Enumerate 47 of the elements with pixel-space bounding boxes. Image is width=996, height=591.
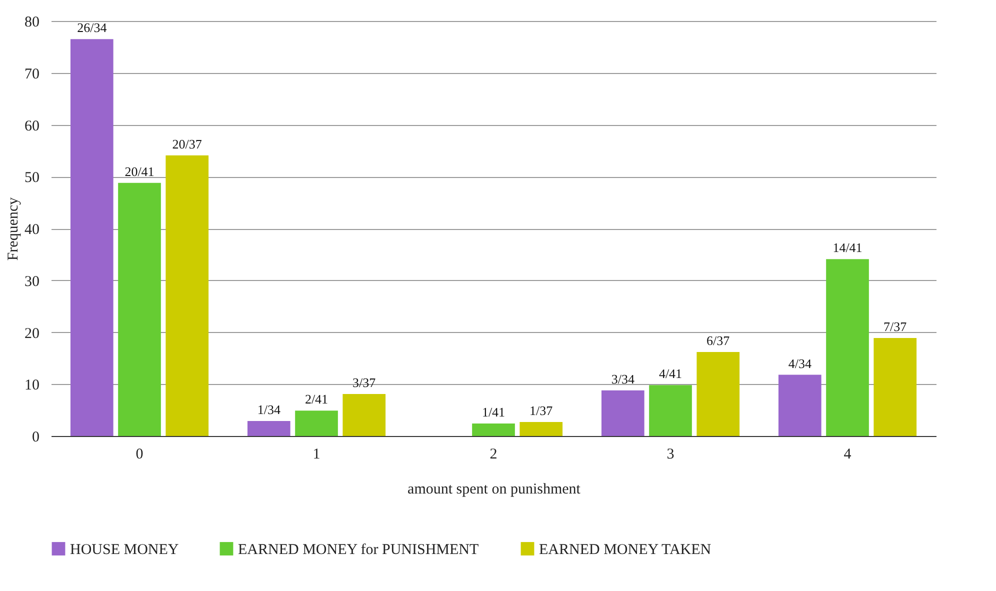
bar	[70, 39, 114, 436]
bar	[247, 420, 290, 436]
x-tick-label: 0	[136, 446, 144, 462]
x-axis-title: amount spent on punishment	[408, 482, 582, 498]
data-label: 6/37	[706, 332, 730, 348]
y-tick-label: 70	[24, 66, 40, 82]
y-tick-label: 20	[24, 326, 40, 342]
data-label: 20/37	[172, 136, 202, 152]
legend-label: EARNED MONEY for PUNISHMENT	[238, 542, 479, 558]
bar	[472, 424, 515, 436]
data-label: 3/37	[352, 374, 376, 390]
data-label: 26/34	[77, 20, 108, 36]
y-tick-label: 10	[24, 378, 40, 394]
data-label: 2/41	[304, 392, 328, 407]
data-label: 7/37	[884, 318, 908, 334]
legend-label: HOUSE MONEY	[70, 542, 179, 558]
y-tick-label: 60	[24, 118, 40, 134]
bar	[874, 338, 917, 436]
data-label: 1/34	[257, 402, 281, 417]
bar	[601, 390, 644, 436]
bar	[649, 385, 692, 436]
y-tick-label: 80	[24, 14, 40, 30]
data-label: 14/41	[832, 240, 862, 256]
y-tick-label: 0	[32, 430, 40, 446]
bar	[826, 259, 869, 436]
data-label: 20/41	[124, 164, 154, 179]
x-tick-label: 3	[666, 446, 674, 462]
data-label: 4/41	[658, 366, 682, 382]
y-tick-label: 40	[24, 222, 40, 238]
data-label: 3/34	[611, 371, 635, 386]
y-tick-label: 30	[24, 274, 40, 290]
x-tick-label: 1	[312, 446, 320, 462]
y-axis-title: Frequency	[6, 196, 22, 261]
bar	[166, 155, 209, 436]
y-tick-label: 50	[24, 170, 40, 186]
data-label: 4/34	[788, 356, 812, 371]
bar	[342, 394, 386, 436]
legend-label: EARNED MONEY TAKEN	[539, 542, 712, 558]
data-label: 1/41	[482, 404, 506, 420]
bar	[696, 352, 740, 436]
data-label: 1/37	[530, 402, 554, 418]
x-tick-label: 2	[490, 446, 498, 462]
bar	[778, 374, 822, 436]
bar	[520, 422, 563, 436]
x-tick-label: 4	[844, 446, 852, 462]
bar	[295, 410, 338, 436]
bar	[118, 182, 161, 436]
